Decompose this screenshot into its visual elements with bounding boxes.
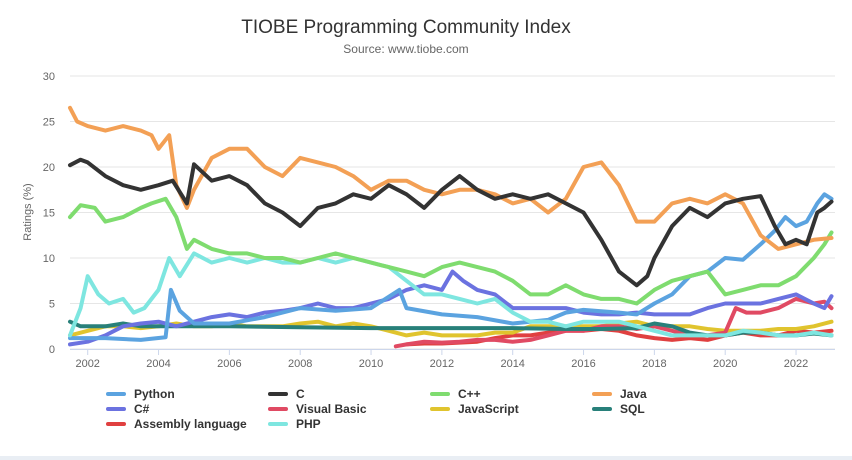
- x-tick-label: 2020: [713, 358, 737, 370]
- chart-subtitle: Source: www.tiobe.com: [343, 42, 468, 56]
- y-tick-label: 5: [49, 299, 55, 311]
- x-tick-label: 2018: [642, 358, 666, 370]
- x-tick-label: 2022: [784, 358, 808, 370]
- series-line-c: [68, 157, 834, 288]
- y-axis-label: Ratings (%): [22, 183, 34, 240]
- y-tick-label: 25: [43, 117, 55, 129]
- chart-title: TIOBE Programming Community Index: [241, 17, 571, 38]
- x-tick-label: 2002: [75, 358, 99, 370]
- legend-item-c-[interactable]: C++: [458, 387, 481, 401]
- x-tick-label: 2016: [571, 358, 595, 370]
- series-lines: [68, 105, 834, 349]
- y-tick-label: 15: [43, 208, 55, 220]
- x-tick-label: 2006: [217, 358, 241, 370]
- y-tick-label: 30: [43, 71, 55, 83]
- y-tick-label: 20: [43, 162, 55, 174]
- legend-item-c[interactable]: C: [296, 387, 305, 401]
- x-tick-label: 2010: [359, 358, 383, 370]
- x-tick-labels: 2002 2004 2006 2008 2010 2012 2014 2016 2018 2020…: [75, 349, 808, 370]
- series-line-java: [68, 105, 834, 251]
- legend-item-python[interactable]: Python: [134, 387, 175, 401]
- legend-item-java[interactable]: Java: [620, 387, 647, 401]
- bottom-divider: [0, 456, 852, 460]
- x-tick-label: 2008: [288, 358, 312, 370]
- legend-item-assembly-language[interactable]: Assembly language: [134, 417, 247, 431]
- legend-item-javascript[interactable]: JavaScript: [458, 402, 519, 416]
- series-line-php: [68, 251, 834, 338]
- x-tick-label: 2014: [500, 358, 524, 370]
- y-tick-labels: 0 5 10 15 20 25 30: [43, 71, 55, 356]
- x-tick-label: 2004: [146, 358, 170, 370]
- grid-lines: [70, 75, 835, 350]
- legend: Python C C++ Java C# Visual Basic JavaScript SQ…: [106, 387, 647, 431]
- legend-item-sql[interactable]: SQL: [620, 402, 645, 416]
- y-tick-label: 10: [43, 253, 55, 265]
- legend-item-php[interactable]: PHP: [296, 417, 321, 431]
- y-tick-label: 0: [49, 344, 55, 356]
- legend-item-visual-basic[interactable]: Visual Basic: [296, 402, 367, 416]
- legend-item-c-[interactable]: C#: [134, 402, 150, 416]
- x-tick-label: 2012: [430, 358, 454, 370]
- series-line-c-: [68, 196, 834, 306]
- series-line-c-: [68, 269, 834, 347]
